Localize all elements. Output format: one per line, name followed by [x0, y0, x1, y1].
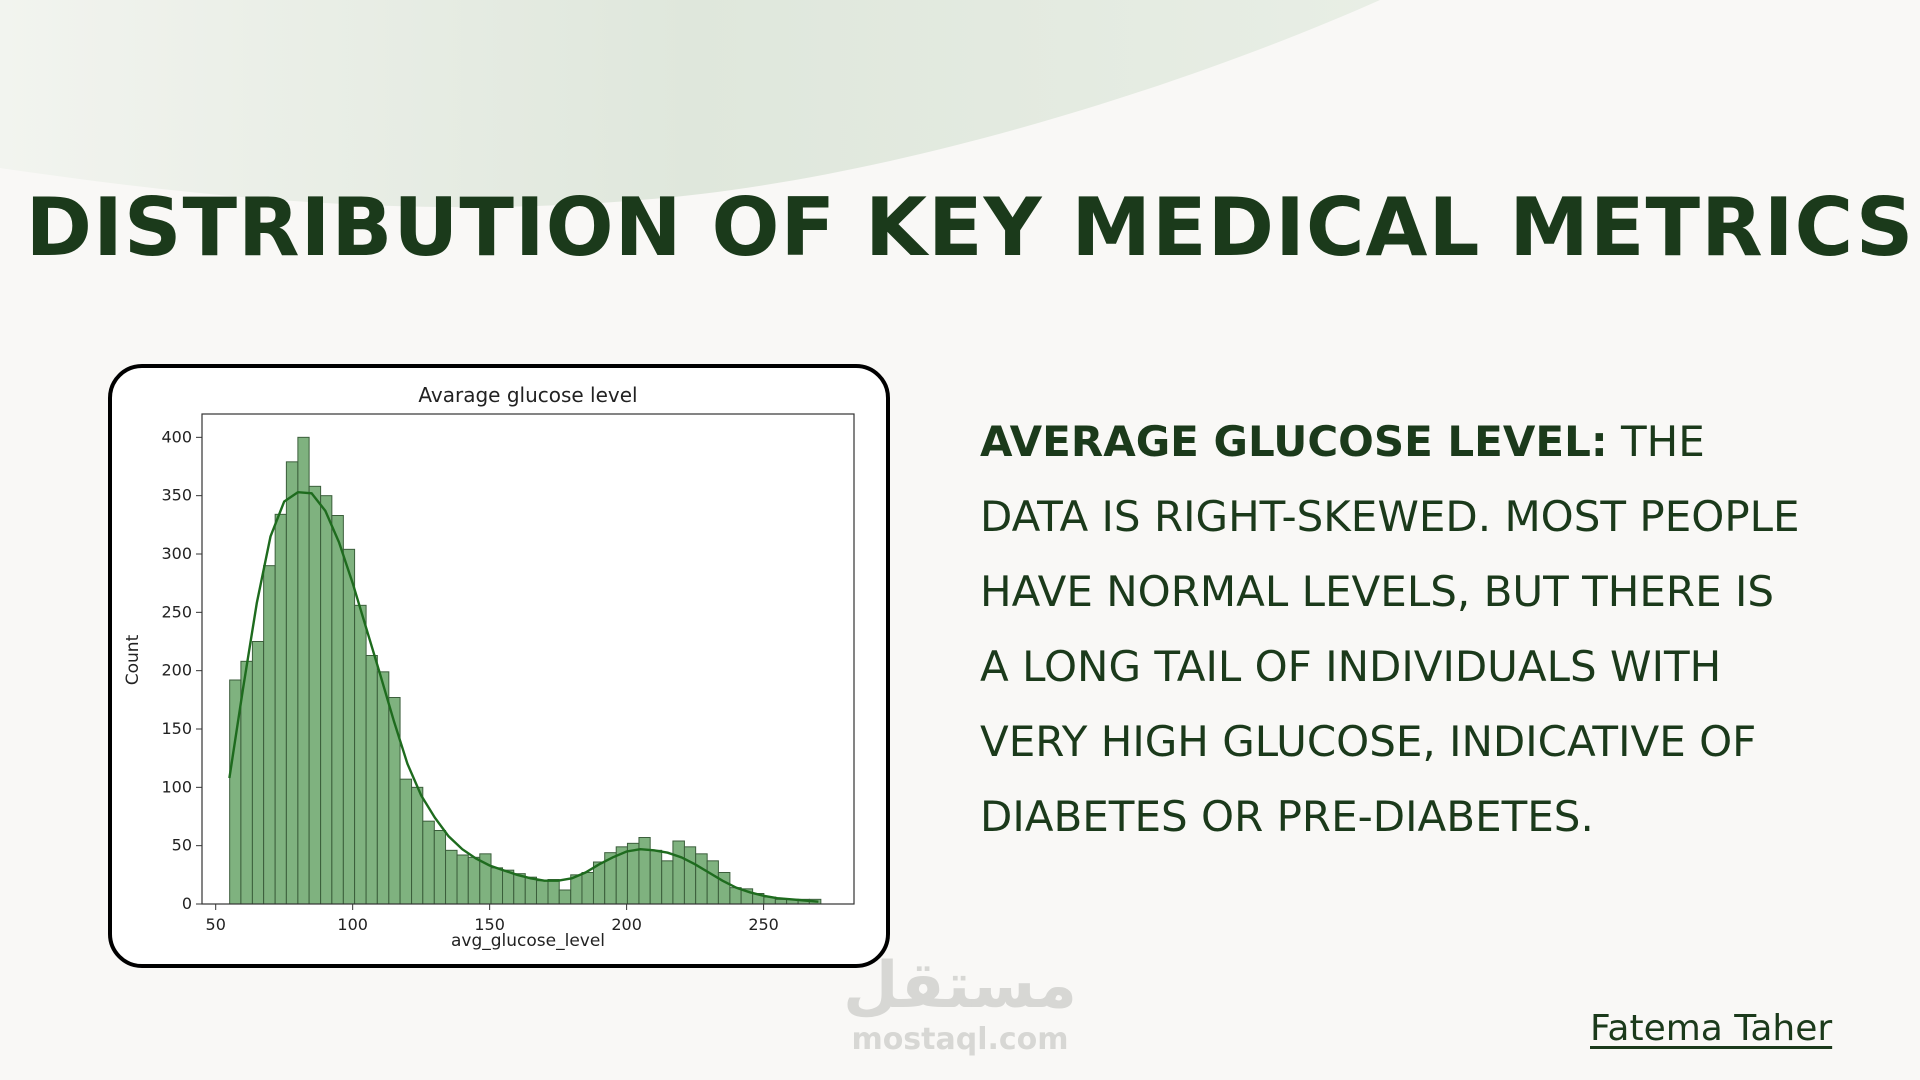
x-tick-label: 150: [474, 915, 505, 934]
y-tick-label: 300: [161, 544, 192, 563]
histogram-bar: [638, 837, 651, 905]
y-tick-label: 150: [161, 719, 192, 738]
x-tick-label: 100: [337, 915, 368, 934]
histogram-bar: [320, 495, 333, 905]
histogram-bar: [729, 887, 742, 905]
histogram-bar: [411, 786, 424, 905]
histogram-bar: [535, 880, 549, 905]
y-tick-label: 400: [161, 427, 192, 446]
histogram-bar: [467, 856, 481, 905]
histogram-bar: [683, 846, 697, 905]
y-tick-label: 0: [182, 894, 192, 913]
x-tick-label: 250: [748, 915, 779, 934]
histogram-chart: Avarage glucose level 50 100 150 200 250 0 50 1…: [123, 383, 855, 951]
histogram-bar: [581, 872, 594, 905]
description-text: AVERAGE GLUCOSE LEVEL: THE DATA IS RIGHT…: [980, 404, 1800, 854]
mostaql-watermark: مستقل mostaql.com: [830, 950, 1090, 1058]
y-tick-label: 250: [161, 602, 192, 621]
y-axis-label: Count: [123, 634, 143, 685]
histogram-bar: [774, 898, 788, 905]
histogram-bar: [308, 485, 322, 905]
kde-curve: [228, 490, 819, 903]
histogram-bar: [513, 873, 526, 905]
histogram-bar: [558, 889, 572, 905]
author-credit: Fatema Taher: [1590, 1008, 1833, 1049]
histogram-bar: [490, 867, 504, 905]
histogram-bar: [695, 853, 708, 905]
histogram-bar: [661, 860, 674, 905]
histogram-bar: [502, 869, 515, 905]
y-tick-label: 350: [161, 486, 192, 505]
plot-frame: [201, 413, 855, 905]
page-title: DISTRIBUTION OF KEY MEDICAL METRICS: [25, 181, 1915, 274]
histogram-bar: [274, 513, 287, 905]
histogram-bar: [354, 604, 367, 905]
x-axis-label: avg_glucose_level: [451, 931, 605, 951]
y-tick-label: 200: [161, 661, 192, 680]
histogram-bar: [717, 872, 731, 905]
histogram-bar: [547, 879, 560, 905]
histogram-bar: [456, 854, 469, 905]
histogram-bar: [422, 820, 435, 905]
description-lead: AVERAGE GLUCOSE LEVEL:: [980, 417, 1608, 466]
y-tick-label: 100: [161, 777, 192, 796]
x-tick-label: 200: [611, 915, 642, 934]
histogram-bar: [649, 849, 663, 905]
histogram-bar: [342, 548, 356, 905]
histogram-bar: [399, 778, 413, 905]
histogram-bar: [263, 565, 276, 905]
background-wave: [0, 0, 1380, 208]
watermark-arabic-logo: مستقل: [842, 949, 1078, 1023]
histogram-bar: [285, 461, 299, 905]
histogram-bar: [672, 840, 685, 905]
y-tick-label: 50: [172, 836, 192, 855]
watermark-url: mostaql.com: [851, 1022, 1069, 1057]
histogram-bar: [297, 436, 310, 905]
histogram-bar: [524, 876, 537, 905]
histogram-bar: [626, 842, 640, 905]
histogram-bar: [331, 515, 344, 905]
histogram-bar: [592, 861, 606, 905]
description-body: THE DATA IS RIGHT-SKEWED. MOST PEOPLE HA…: [980, 417, 1800, 841]
histogram-bar: [706, 860, 719, 905]
histogram-bar: [251, 641, 265, 905]
histogram-bar: [433, 830, 447, 905]
histogram-bar: [365, 655, 378, 905]
wave-shape: [0, 0, 1380, 208]
x-tick-label: 50: [206, 915, 226, 934]
histogram-bar: [445, 849, 458, 905]
histogram-bar: [376, 671, 390, 905]
chart-card: Avarage glucose level 50 100 150 200 250 0 50 1…: [108, 364, 890, 968]
histogram-bar: [388, 697, 401, 905]
chart-title: Avarage glucose level: [418, 383, 637, 407]
